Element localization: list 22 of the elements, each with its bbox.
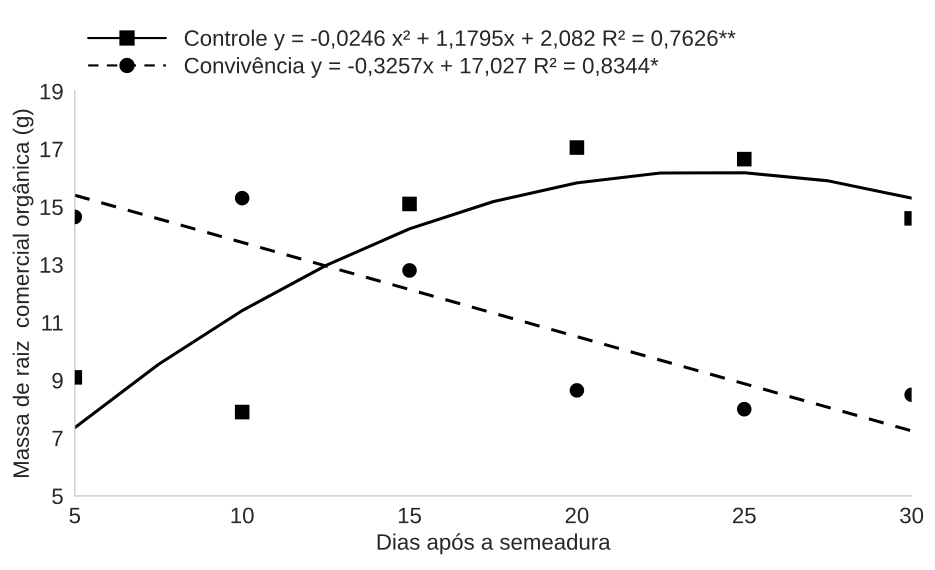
x-tick-label: 25 — [733, 508, 756, 524]
point — [402, 263, 417, 278]
x-tick-label: 30 — [900, 508, 924, 524]
y-tick-label: 7 — [52, 430, 63, 446]
y-tick-label: 17 — [40, 142, 63, 158]
x-tick-label: 10 — [232, 508, 254, 524]
point — [402, 196, 417, 212]
x-tick-label: 15 — [398, 508, 421, 524]
y-axis-title: Massa de raiz comercial orgânica (g) — [12, 110, 34, 477]
point — [570, 383, 584, 398]
legend-label: Controle y = -0,0246 x² + 1,1795x + 2,082 R² = 0,7626** — [184, 30, 736, 50]
x-tick-label: 20 — [566, 508, 588, 524]
y-tick-label: 11 — [42, 315, 63, 331]
x-tick-label: 5 — [70, 508, 80, 524]
x-axis-title: Dias após a semeadura — [378, 533, 611, 554]
y-tick-label: 9 — [52, 372, 63, 389]
y-tick-label: 19 — [40, 84, 63, 100]
point — [570, 140, 584, 155]
y-tick-label: 13 — [40, 257, 63, 273]
y-tick-label: 15 — [40, 200, 63, 216]
y-tick-label: 5 — [52, 488, 63, 504]
legend-label: Convivência y = -0,3257x + 17,027 R² = 0,8344* — [184, 57, 658, 78]
